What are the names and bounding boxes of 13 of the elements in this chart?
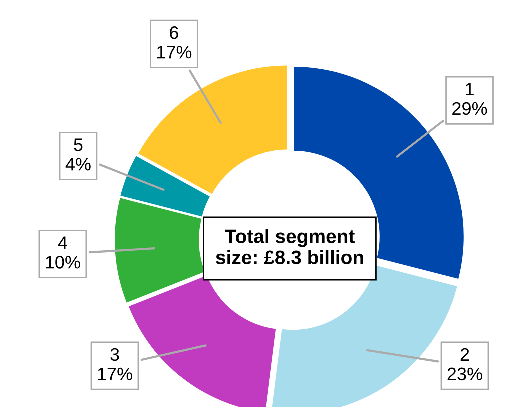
slice-label: 2 (460, 348, 470, 361)
data-label: 23% (448, 368, 482, 381)
slice-label: 5 (74, 138, 83, 152)
text: Total segment size: £8.3 billion (216, 229, 364, 265)
slice-label: 6 (170, 26, 178, 40)
data-label: 10% (46, 256, 80, 269)
slice-label: 4 (58, 236, 68, 250)
slice-label: 3 (110, 348, 120, 362)
data-label: 4% (66, 158, 91, 171)
slice-label: 1 (466, 83, 474, 96)
data-label: 17% (98, 368, 132, 380)
data-label: 17% (158, 46, 192, 59)
data-label: 29% (452, 102, 488, 116)
